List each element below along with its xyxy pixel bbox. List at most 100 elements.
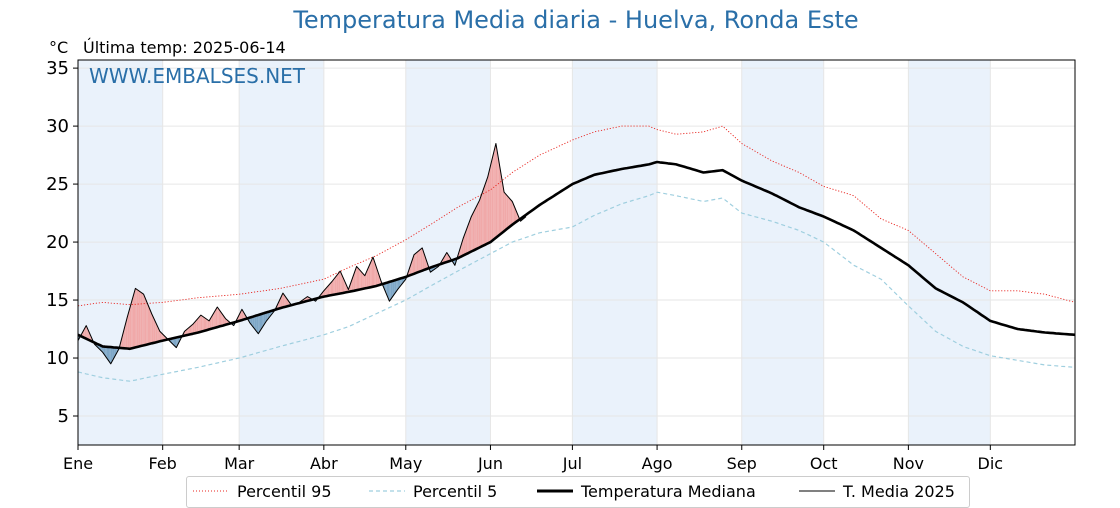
series-lines — [77, 125, 1076, 382]
fill-above-median — [326, 286, 328, 297]
plot-frame — [77, 59, 1076, 446]
month-band-5 — [908, 60, 991, 445]
fill-above-median — [485, 181, 487, 245]
fill-above-median — [187, 327, 189, 335]
fill-above-median — [84, 325, 87, 339]
fill-above-median — [489, 165, 491, 243]
fill-above-median — [510, 199, 513, 226]
fill-below-median — [258, 314, 260, 334]
x-tick-label-Ene: Ene — [63, 454, 93, 473]
fill-below-median — [263, 312, 266, 326]
fill-above-median — [220, 310, 222, 327]
fill-above-median — [338, 271, 341, 294]
legend-item-p5: Percentil 5 — [369, 481, 497, 501]
fill-above-median — [341, 274, 343, 294]
series-median-line — [77, 160, 1076, 351]
fill-above-median — [132, 293, 134, 349]
watermark: WWW.EMBALSES.NET — [89, 64, 306, 88]
fill-below-median — [105, 346, 107, 358]
fill-below-median — [386, 282, 388, 298]
fill-above-median — [185, 329, 188, 336]
fill-above-median — [467, 223, 469, 254]
fill-above-median — [136, 289, 139, 348]
fill-above-median — [378, 273, 380, 286]
fill-above-median — [222, 314, 225, 326]
fill-above-median — [358, 268, 360, 290]
y-tick-label-25: 25 — [46, 174, 69, 195]
fill-below-median — [175, 337, 177, 348]
fill-above-median — [215, 307, 218, 328]
x-tick-label-Ago: Ago — [642, 454, 673, 473]
fill-above-median — [478, 200, 480, 249]
fill-above-median — [422, 247, 424, 271]
legend-label-p95: Percentil 95 — [237, 481, 332, 501]
fill-above-median — [502, 184, 505, 233]
y-tick-label-20: 20 — [46, 232, 69, 253]
fill-above-median — [140, 292, 143, 346]
fill-below-median — [177, 336, 180, 345]
legend-swatch-median — [537, 489, 573, 493]
fill-above-median — [418, 250, 420, 273]
fill-above-median — [349, 281, 352, 292]
month-band-4 — [741, 60, 824, 445]
fill-above-median — [490, 160, 492, 243]
fill-above-median — [498, 159, 500, 236]
fill-below-median — [108, 346, 110, 362]
fill-above-median — [464, 231, 466, 255]
fill-above-median — [487, 171, 490, 244]
fill-above-median — [325, 287, 327, 297]
legend: Percentil 95 Percentil 5 Temperatura Med… — [186, 476, 970, 508]
fill-above-median — [327, 284, 330, 296]
fill-above-median — [362, 272, 364, 289]
fill-above-median — [147, 304, 149, 345]
fill-above-median — [135, 288, 137, 348]
fill-below-median — [399, 278, 401, 288]
fill-above-median — [213, 311, 215, 329]
x-tick-label-Mar: Mar — [224, 454, 255, 473]
fill-above-median — [482, 188, 484, 247]
fill-below-median — [389, 281, 391, 302]
fill-above-median — [329, 283, 331, 296]
x-tick-label-Nov: Nov — [893, 454, 924, 473]
fill-above-median — [142, 293, 144, 346]
fill-below-median — [256, 315, 259, 334]
last-temp-label: Última temp: 2025-06-14 — [83, 38, 286, 57]
x-tick-label-Jul: Jul — [562, 454, 582, 473]
fill-above-median — [353, 270, 356, 291]
fill-above-median — [375, 265, 378, 287]
fill-above-median — [285, 297, 287, 307]
fill-above-median — [194, 321, 196, 334]
fill-above-median — [218, 308, 220, 327]
fill-above-median — [200, 315, 203, 332]
fill-above-median — [356, 266, 358, 291]
fill-above-median — [207, 320, 210, 330]
fill-above-median — [127, 312, 129, 349]
fill-above-median — [474, 208, 476, 251]
legend-swatch-p5 — [369, 490, 405, 492]
fill-below-median — [112, 347, 114, 362]
fill-above-median — [494, 143, 496, 239]
fill-above-median — [209, 318, 211, 330]
fill-above-median — [281, 293, 283, 308]
fill-above-median — [124, 322, 126, 349]
fill-above-median — [506, 195, 509, 229]
fill-above-median — [470, 216, 472, 253]
fill-above-median — [364, 272, 367, 289]
fill-above-median — [513, 204, 515, 224]
fill-above-median — [198, 316, 200, 333]
fill-below-median — [390, 281, 393, 300]
fill-above-median — [188, 326, 190, 335]
fill-above-median — [359, 269, 361, 290]
fill-below-median — [397, 279, 399, 290]
fill-below-median — [252, 316, 255, 329]
x-tick-label-Feb: Feb — [149, 454, 177, 473]
fill-above-median — [129, 302, 132, 349]
fill-above-median — [360, 271, 363, 290]
fill-below-median — [393, 280, 395, 296]
x-tick-label-Oct: Oct — [810, 454, 838, 473]
fill-above-median — [214, 309, 216, 328]
fill-above-median — [190, 325, 192, 335]
fill-above-median — [419, 249, 421, 272]
fill-below-median — [254, 315, 256, 331]
fill-below-median — [265, 312, 267, 323]
